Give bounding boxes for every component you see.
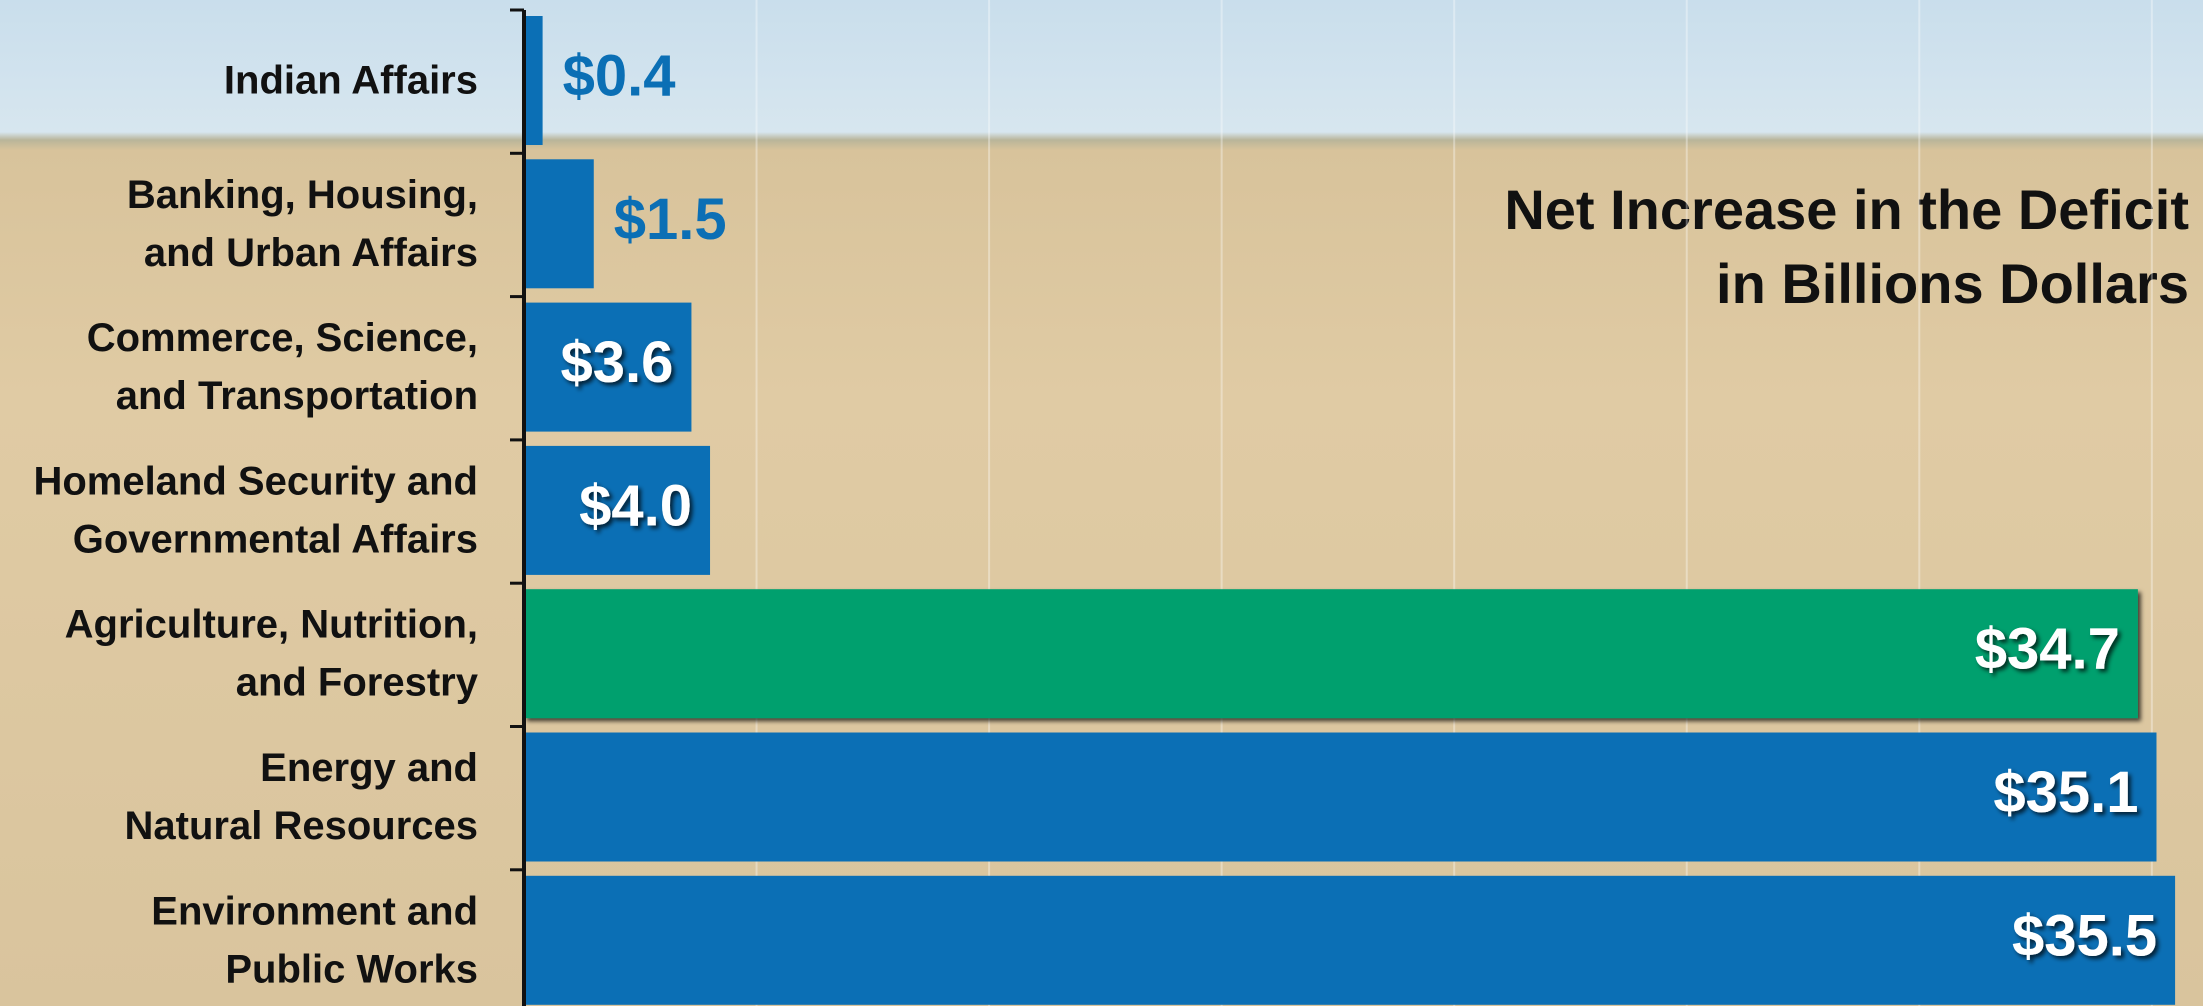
value-label: $34.7	[1975, 617, 2120, 682]
y-tick-label: Commerce, Science,and Transportation	[87, 316, 478, 418]
value-label: $4.0	[579, 474, 692, 539]
bar	[524, 16, 543, 145]
value-label: $35.5	[2012, 904, 2157, 969]
value-label: $3.6	[561, 330, 674, 395]
chart: Net Increase in the Deficitin Billions D…	[0, 0, 2203, 1006]
page: Net Increase in the Deficitin Billions D…	[0, 0, 2203, 1006]
y-tick-label: Agriculture, Nutrition,and Forestry	[65, 602, 479, 704]
value-label: $0.4	[563, 44, 676, 109]
y-tick-label: Indian Affairs	[224, 58, 478, 102]
value-label: $35.1	[1993, 760, 2138, 825]
value-label: $1.5	[614, 187, 727, 252]
y-tick-label: Banking, Housing,and Urban Affairs	[127, 172, 478, 274]
bar	[524, 159, 594, 288]
bar	[524, 589, 2138, 718]
bar	[524, 876, 2175, 1005]
bar	[524, 733, 2156, 862]
